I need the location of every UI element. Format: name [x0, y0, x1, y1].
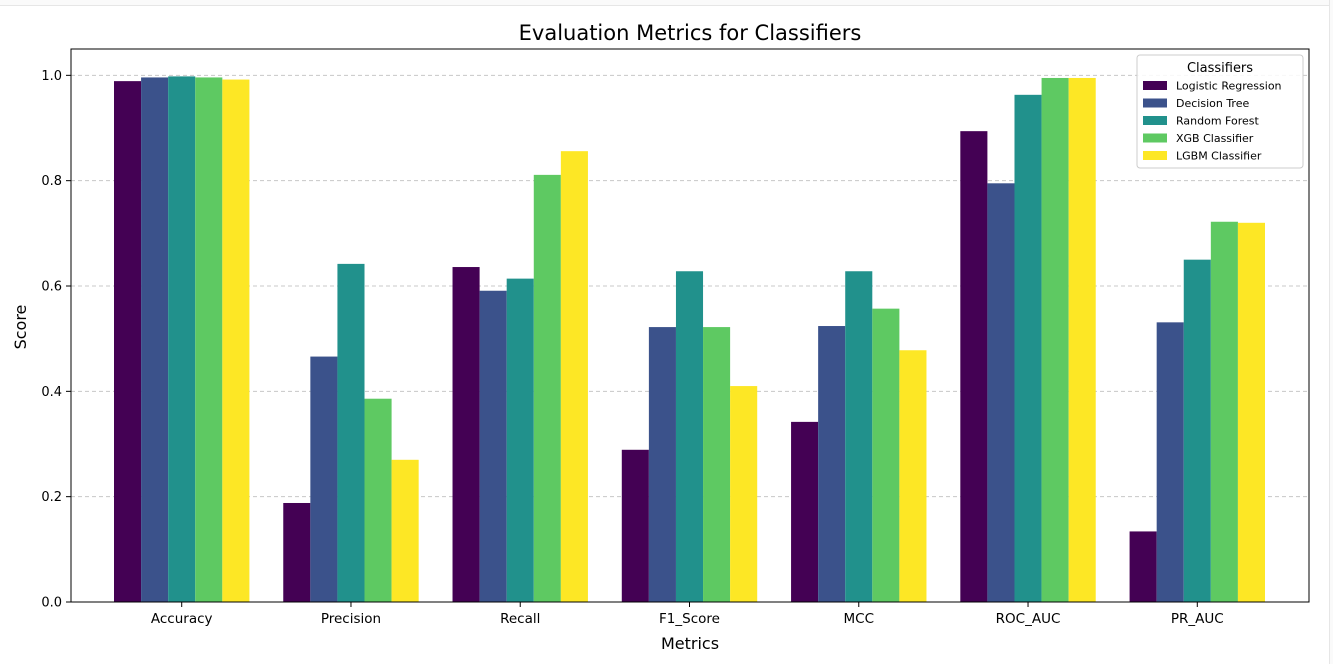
bar-logistic-regression-pr_auc — [1129, 531, 1157, 602]
bar-lgbm-classifier-accuracy — [222, 79, 250, 603]
chart-title: Evaluation Metrics for Classifiers — [519, 21, 862, 45]
x-tick-label: ROC_AUC — [996, 611, 1061, 627]
x-axis-ticks: Accuracy Precision Recall F1_Score MCC ROC_AU… — [151, 602, 1224, 627]
y-axis-ticks: 0.0 0.2 0.4 0.6 0.8 1.0 — [41, 69, 71, 611]
legend-swatch — [1143, 151, 1167, 160]
scrollbar-track[interactable] — [1329, 0, 1333, 664]
bar-logistic-regression-recall — [452, 267, 480, 602]
bar-lgbm-classifier-recall — [560, 151, 588, 603]
y-tick-label: 0.2 — [41, 490, 62, 505]
bar-random-forest-roc_auc — [1014, 94, 1042, 602]
y-tick-label: 0.6 — [41, 280, 62, 295]
bar-lgbm-classifier-pr_auc — [1237, 222, 1265, 603]
x-axis-label: Metrics — [661, 634, 719, 653]
legend: Classifiers Logistic Regression Decision … — [1136, 54, 1304, 169]
x-tick-label: F1_Score — [659, 611, 720, 627]
legend-swatch — [1143, 133, 1167, 143]
bars-group — [114, 76, 1265, 603]
bar-random-forest-accuracy — [168, 76, 196, 602]
bar-lgbm-classifier-mcc — [899, 350, 927, 602]
y-tick-label: 1.0 — [41, 69, 62, 84]
x-tick-label: Recall — [500, 611, 540, 627]
bar-logistic-regression-f1_score — [621, 449, 649, 602]
y-tick-label: 0.4 — [41, 385, 62, 400]
bar-decision-tree-accuracy — [141, 77, 169, 602]
bar-logistic-regression-precision — [283, 502, 311, 602]
x-tick-label: Accuracy — [151, 611, 213, 627]
bar-random-forest-mcc — [845, 271, 873, 602]
y-tick-label: 0.8 — [41, 174, 62, 189]
bar-decision-tree-f1_score — [648, 327, 676, 602]
bar-decision-tree-roc_auc — [987, 183, 1015, 603]
bar-xgb-classifier-f1_score — [703, 327, 731, 602]
bar-logistic-regression-accuracy — [114, 81, 142, 602]
bar-xgb-classifier-mcc — [872, 308, 900, 602]
y-tick-label: 0.0 — [41, 596, 62, 611]
bar-logistic-regression-mcc — [791, 421, 819, 602]
x-tick-label: PR_AUC — [1171, 611, 1224, 627]
bar-random-forest-recall — [506, 278, 534, 602]
bar-decision-tree-mcc — [818, 326, 846, 602]
output-top-border — [0, 0, 1333, 6]
legend-box — [1136, 54, 1304, 169]
bar-xgb-classifier-pr_auc — [1210, 221, 1238, 602]
legend-swatch — [1143, 116, 1167, 125]
bar-xgb-classifier-roc_auc — [1041, 77, 1069, 603]
legend-label: XGB Classifier — [1176, 132, 1254, 145]
bar-decision-tree-precision — [310, 356, 338, 602]
bar-xgb-classifier-precision — [364, 398, 392, 602]
x-tick-label: MCC — [844, 611, 875, 627]
legend-label: Random Forest — [1176, 115, 1259, 128]
bar-random-forest-precision — [337, 263, 365, 602]
legend-label: LGBM Classifier — [1176, 150, 1262, 163]
legend-label: Logistic Regression — [1176, 80, 1282, 93]
bar-decision-tree-pr_auc — [1156, 322, 1184, 602]
legend-items: Logistic Regression Decision Tree Random F… — [1143, 80, 1282, 163]
legend-swatch — [1143, 98, 1167, 108]
legend-swatch — [1143, 81, 1167, 90]
bar-lgbm-classifier-precision — [391, 459, 419, 602]
y-axis-label: Score — [11, 305, 30, 350]
bar-lgbm-classifier-roc_auc — [1068, 77, 1096, 603]
bar-logistic-regression-roc_auc — [960, 131, 988, 602]
x-tick-label: Precision — [321, 611, 381, 627]
bar-random-forest-f1_score — [675, 271, 704, 602]
legend-title: Classifiers — [1187, 61, 1253, 76]
bar-random-forest-pr_auc — [1183, 259, 1211, 602]
bar-xgb-classifier-recall — [533, 174, 561, 602]
bar-xgb-classifier-accuracy — [195, 77, 223, 602]
bar-lgbm-classifier-f1_score — [730, 386, 758, 602]
legend-label: Decision Tree — [1176, 97, 1249, 110]
bar-decision-tree-recall — [479, 290, 507, 602]
